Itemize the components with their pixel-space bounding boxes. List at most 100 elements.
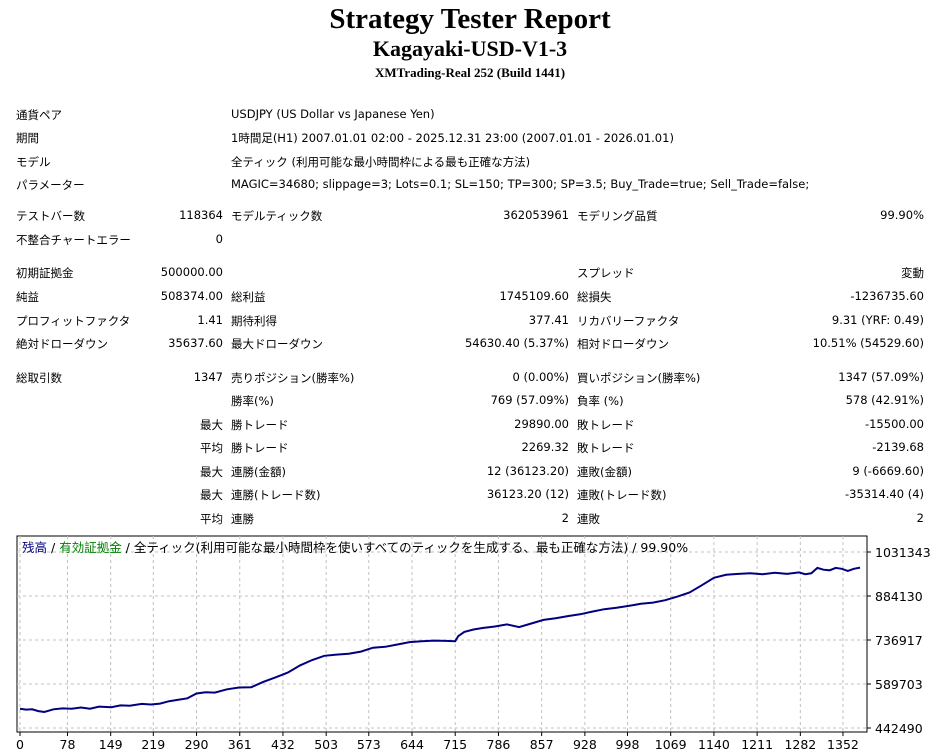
max-dd-value: 54630.40 (5.37%) xyxy=(464,336,569,350)
gross-loss-value: -1236735.60 xyxy=(850,289,924,303)
legend-separator: / xyxy=(122,540,134,555)
pair-label: 通貨ペア xyxy=(16,108,62,122)
mismatch-value: 0 xyxy=(215,232,223,246)
pair-value: USDJPY (US Dollar vs Japanese Yen) xyxy=(231,107,435,121)
x-tick-label: 219 xyxy=(141,737,165,752)
pf-label: プロフィットファクタ xyxy=(16,314,131,328)
balance-chart: 1031343 884130 736917 589703 442490 0 78 149 21… xyxy=(16,535,931,752)
quality-label: モデリング品質 xyxy=(577,209,658,223)
bars-value: 118364 xyxy=(179,208,223,222)
x-tick-label: 644 xyxy=(400,737,424,752)
avg-loss-label: 敗トレード xyxy=(577,441,635,455)
short-value: 0 (0.00%) xyxy=(512,370,569,384)
model-label: モデル xyxy=(16,155,51,169)
x-tick-label: 432 xyxy=(271,737,295,752)
x-tick-label: 1140 xyxy=(698,737,730,752)
pf-value: 1.41 xyxy=(197,313,223,327)
deposit-label: 初期証拠金 xyxy=(16,266,74,280)
win-pct-label: 勝率(%) xyxy=(231,394,274,408)
avg-cons-prefix: 平均 xyxy=(200,512,223,526)
cons-amt-prefix: 最大 xyxy=(200,465,223,479)
stats-row-net: 純益 508374.00 総利益 1745109.60 総損失 -1236735… xyxy=(0,286,940,306)
x-axis-ticks: 0 78 149 219 290 361 432 503 573 644 715 786 857 928 9… xyxy=(16,732,859,752)
x-tick-label: 1211 xyxy=(741,737,773,752)
y-axis-ticks: 1031343 884130 736917 589703 442490 xyxy=(867,545,931,736)
avg-cons-loss-label: 連敗 xyxy=(577,512,600,526)
gross-loss-label: 総損失 xyxy=(577,290,612,304)
quality-value: 99.90% xyxy=(880,208,924,222)
x-tick-label: 78 xyxy=(60,737,76,752)
cons-loss-amt-value: 9 (-6669.60) xyxy=(852,464,924,478)
legend-equity: 有効証拠金 xyxy=(59,540,122,555)
y-tick-label: 589703 xyxy=(875,677,923,692)
info-row-pair: 通貨ペア USDJPY (US Dollar vs Japanese Yen) xyxy=(0,104,940,124)
y-tick-label: 1031343 xyxy=(875,545,931,560)
balance-line xyxy=(19,566,861,714)
x-tick-label: 998 xyxy=(616,737,640,752)
stats-row-mismatch: 不整合チャートエラー 0 xyxy=(0,229,940,249)
model-value: 全ティック (利用可能な最小時間枠による最も正確な方法) xyxy=(231,155,531,169)
ticks-label: モデルティック数 xyxy=(231,209,323,223)
long-value: 1347 (57.09%) xyxy=(838,370,924,384)
rel-dd-label: 相対ドローダウン xyxy=(577,337,669,351)
cons-wins-cnt-value: 36123.20 (12) xyxy=(486,487,569,501)
abs-dd-value: 35637.60 xyxy=(168,336,223,350)
trades-label: 総取引数 xyxy=(16,371,62,385)
recovery-value: 9.31 (YRF: 0.49) xyxy=(831,313,924,327)
recovery-label: リカバリーファクタ xyxy=(577,314,680,328)
avg-cons-loss-value: 2 xyxy=(916,511,924,525)
stats-row-largest: 最大 勝トレード 29890.00 敗トレード -15500.00 xyxy=(0,414,940,434)
stats-row-pf: プロフィットファクタ 1.41 期待利得 377.41 リカバリーファクタ 9.… xyxy=(0,310,940,330)
x-tick-label: 1282 xyxy=(784,737,816,752)
cons-wins-amt-label: 連勝(金額) xyxy=(231,465,286,479)
avg-cons-win-label: 連勝 xyxy=(231,512,254,526)
info-row-period: 期間 1時間足(H1) 2007.01.01 02:00 - 2025.12.3… xyxy=(0,127,940,147)
x-tick-label: 928 xyxy=(573,737,597,752)
chart-legend: 残高 / 有効証拠金 / 全ティック(利用可能な最小時間枠を使いすべてのティック… xyxy=(22,540,688,555)
cons-wins-amt-value: 12 (36123.20) xyxy=(486,464,569,478)
info-row-params: パラメーター MAGIC=34680; slippage=3; Lots=0.1… xyxy=(0,174,940,194)
avg-win-label: 勝トレード xyxy=(231,441,289,455)
short-label: 売りポジション(勝率%) xyxy=(231,371,355,385)
legend-description: 全ティック(利用可能な最小時間枠を使いすべてのティックを生成する、最も正確な方法… xyxy=(134,540,688,555)
rel-dd-value: 10.51% (54529.60) xyxy=(812,336,924,350)
stats-row-avg-cons: 平均 連勝 2 連敗 2 xyxy=(0,508,940,528)
abs-dd-label: 絶対ドローダウン xyxy=(16,337,108,351)
x-tick-label: 503 xyxy=(314,737,338,752)
params-value: MAGIC=34680; slippage=3; Lots=0.1; SL=15… xyxy=(231,177,810,191)
loss-pct-label: 負率 (%) xyxy=(577,394,624,408)
mismatch-label: 不整合チャートエラー xyxy=(16,233,131,247)
plot-area xyxy=(16,535,868,733)
x-tick-label: 149 xyxy=(99,737,123,752)
stats-row-trades: 総取引数 1347 売りポジション(勝率%) 0 (0.00%) 買いポジション… xyxy=(0,367,940,387)
cons-loss-cnt-label: 連敗(トレード数) xyxy=(577,488,667,502)
largest-loss-value: -15500.00 xyxy=(864,417,924,431)
x-tick-label: 715 xyxy=(443,737,467,752)
x-tick-label: 1352 xyxy=(827,737,859,752)
x-tick-label: 573 xyxy=(357,737,381,752)
info-row-model: モデル 全ティック (利用可能な最小時間枠による最も正確な方法) xyxy=(0,151,940,171)
x-tick-label: 1069 xyxy=(655,737,687,752)
cons-cnt-prefix: 最大 xyxy=(200,488,223,502)
x-tick-label: 0 xyxy=(16,737,24,752)
expected-label: 期待利得 xyxy=(231,314,277,328)
avg-loss-value: -2139.68 xyxy=(872,440,924,454)
cons-loss-amt-label: 連敗(金額) xyxy=(577,465,632,479)
net-label: 純益 xyxy=(16,290,39,304)
expected-value: 377.41 xyxy=(528,313,569,327)
avg-win-value: 2269.32 xyxy=(521,440,569,454)
gross-profit-value: 1745109.60 xyxy=(499,289,569,303)
y-tick-label: 442490 xyxy=(875,721,923,736)
legend-balance: 残高 xyxy=(22,540,47,555)
x-tick-label: 361 xyxy=(228,737,252,752)
largest-win-label: 勝トレード xyxy=(231,418,289,432)
ea-name: Kagayaki-USD-V1-3 xyxy=(372,36,568,61)
period-label: 期間 xyxy=(16,131,39,145)
net-value: 508374.00 xyxy=(160,289,223,303)
gross-profit-label: 総利益 xyxy=(231,290,266,304)
loss-pct-value: 578 (42.91%) xyxy=(845,393,924,407)
cons-loss-cnt-value: -35314.40 (4) xyxy=(845,487,924,501)
y-tick-label: 884130 xyxy=(875,589,923,604)
stats-row-cons-cnt: 最大 連勝(トレード数) 36123.20 (12) 連敗(トレード数) -35… xyxy=(0,484,940,504)
legend-separator: / xyxy=(47,540,59,555)
